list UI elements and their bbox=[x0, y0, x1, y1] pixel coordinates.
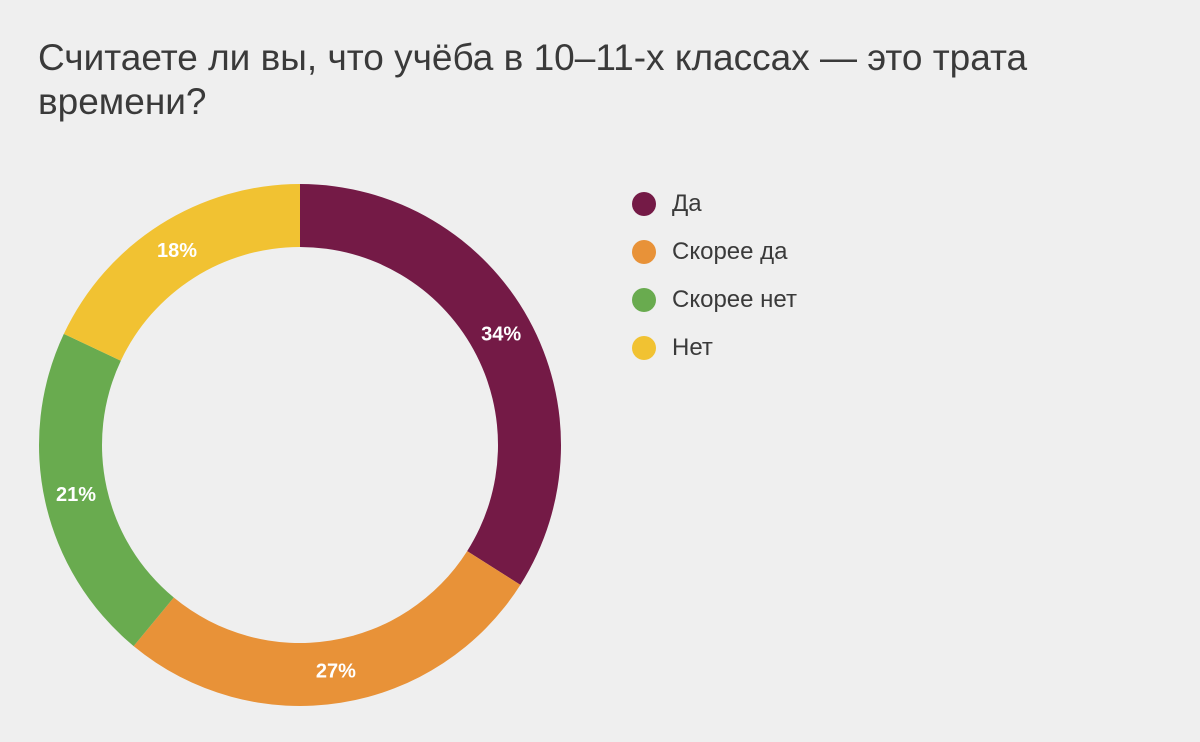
data-label-да: 34% bbox=[481, 323, 521, 345]
legend-swatch-icon bbox=[632, 240, 656, 264]
legend-item-скорее-нет: Скорее нет bbox=[632, 276, 797, 324]
legend-swatch-icon bbox=[632, 336, 656, 360]
legend-swatch-icon bbox=[632, 288, 656, 312]
legend-label: Скорее нет bbox=[672, 286, 797, 313]
chart-legend: Да Скорее да Скорее нет Нет bbox=[632, 180, 797, 372]
donut-chart: 34% 27% 21% 18% bbox=[39, 184, 561, 706]
legend-label: Да bbox=[672, 190, 702, 217]
donut-slice-нет bbox=[63, 184, 301, 361]
data-label-скорее-да: 27% bbox=[316, 661, 356, 683]
legend-item-да: Да bbox=[632, 180, 797, 228]
chart-title: Считаете ли вы, что учёба в 10–11-х клас… bbox=[38, 37, 1028, 122]
legend-label: Скорее да bbox=[672, 238, 788, 265]
donut-slice-скорее-да bbox=[133, 551, 521, 706]
legend-item-скорее-да: Скорее да bbox=[632, 228, 797, 276]
donut-slice-скорее-нет bbox=[39, 333, 174, 647]
donut-slices bbox=[39, 184, 561, 706]
donut-slice-да bbox=[300, 184, 561, 585]
data-label-нет: 18% bbox=[157, 240, 197, 262]
legend-label: Нет bbox=[672, 334, 713, 361]
legend-item-нет: Нет bbox=[632, 324, 797, 372]
donut-slice-labels: 34% 27% 21% 18% bbox=[56, 240, 521, 682]
legend-swatch-icon bbox=[632, 192, 656, 216]
data-label-скорее-нет: 21% bbox=[56, 484, 96, 506]
